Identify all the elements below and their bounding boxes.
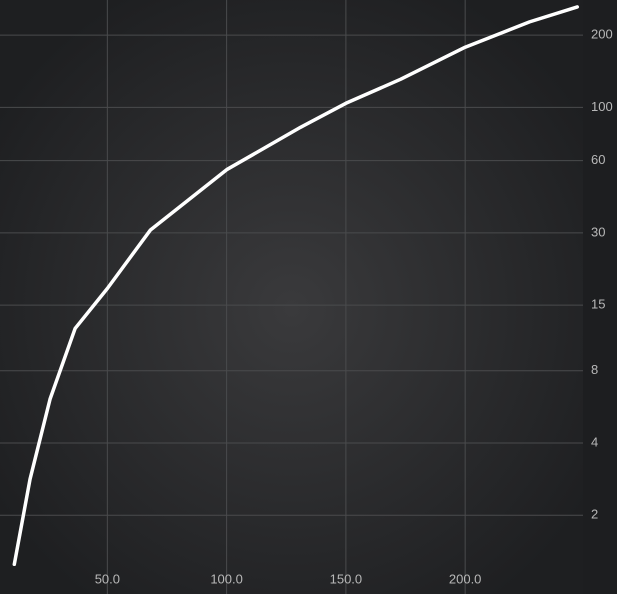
x-tick-label: 200.0 [449, 571, 482, 586]
y-tick-label: 2 [591, 507, 598, 522]
y-tick-label: 8 [591, 362, 598, 377]
x-tick-label: 100.0 [210, 571, 243, 586]
x-tick-label: 150.0 [330, 571, 363, 586]
labels: 50.0 100.0 150.0 200.0 2 4 8 15 30 60 100 200 [95, 27, 613, 587]
marks [12, 5, 580, 567]
plot-area [0, 0, 583, 594]
y-tick-label: 100 [591, 99, 613, 114]
x-tick-label: 50.0 [95, 571, 120, 586]
y-tick-label: 200 [591, 27, 613, 42]
y-tick-label: 30 [591, 224, 605, 239]
grid [0, 0, 583, 594]
y-tick-label: 60 [591, 152, 605, 167]
y-tick-label: 4 [591, 434, 598, 449]
y-tick-label: 15 [591, 297, 605, 312]
line [12, 5, 580, 567]
